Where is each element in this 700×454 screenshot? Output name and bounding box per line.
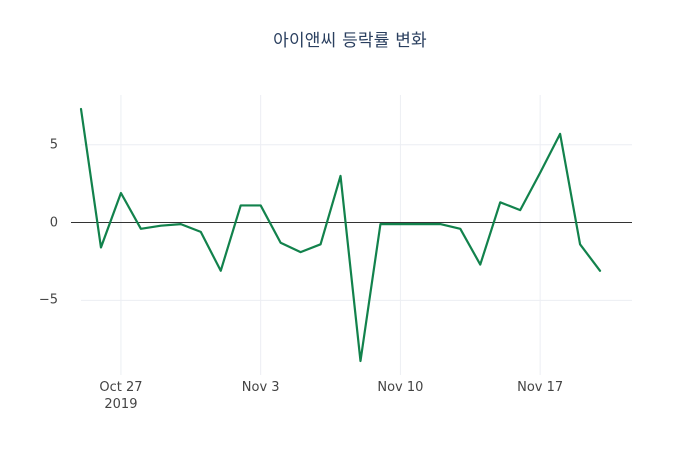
y-tick-label: −5 (38, 292, 58, 308)
y-tick-label: 5 (49, 137, 58, 153)
x-tick-label: Nov 17 (517, 380, 564, 395)
x-tick-label: Nov 3 (241, 380, 280, 395)
y-tick-label: 0 (49, 215, 58, 231)
chart-title: 아이앤씨 등락률 변화 (273, 31, 427, 51)
x-tick-label: Nov 10 (377, 380, 424, 395)
series-layer (79, 107, 602, 363)
x-tick-label: Oct 27 2019 (99, 380, 143, 412)
series-line-percent-change (79, 107, 602, 363)
